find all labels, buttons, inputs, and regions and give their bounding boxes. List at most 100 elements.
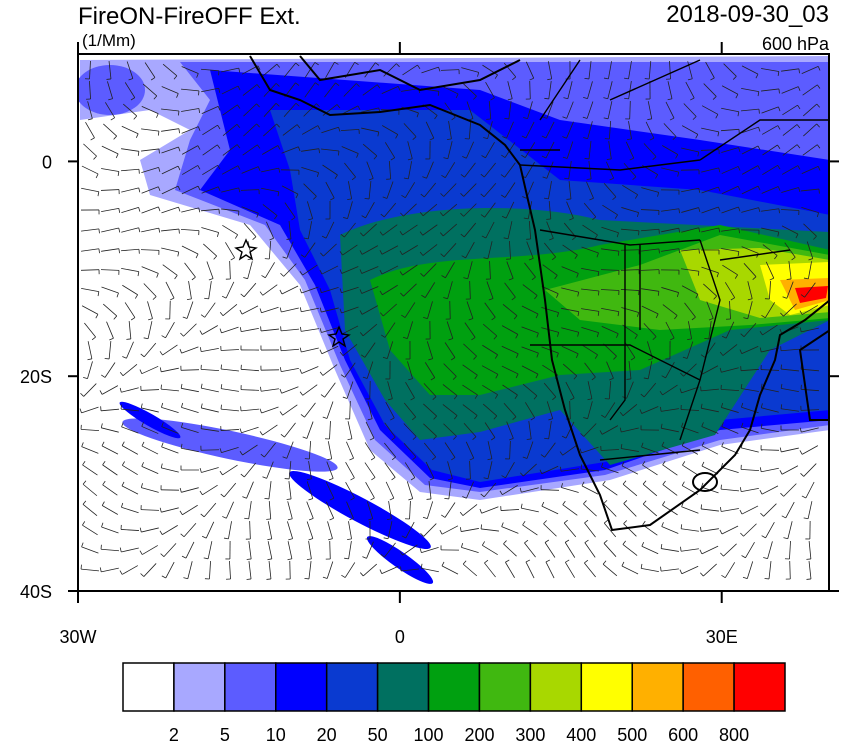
- wind-barb: [410, 397, 415, 401]
- wind-barb: [342, 396, 348, 399]
- wind-barb: [441, 565, 459, 575]
- wind-barb: [341, 146, 359, 154]
- wind-barb: [625, 141, 635, 159]
- wind-barb: [256, 213, 259, 218]
- wind-barb: [101, 526, 119, 534]
- wind-barb: [80, 392, 84, 397]
- wind-barb: [504, 162, 516, 178]
- wind-barb: [637, 312, 640, 317]
- wind-barb: [743, 263, 757, 277]
- wind-barb: [147, 321, 153, 339]
- wind-barb: [686, 341, 694, 359]
- wind-barb: [300, 254, 306, 258]
- wind-barb: [322, 416, 328, 419]
- wind-barb: [697, 271, 700, 276]
- wind-barb: [274, 215, 278, 220]
- wind-barb: [153, 95, 158, 100]
- wind-barb: [95, 314, 99, 319]
- wind-barb: [622, 403, 638, 417]
- wind-barb: [721, 185, 739, 195]
- wind-barb: [494, 354, 498, 359]
- wind-barb: [529, 80, 531, 100]
- wind-barb: [256, 123, 260, 128]
- wind-barb: [708, 318, 714, 321]
- wind-barb: [443, 157, 448, 160]
- wind-barb: [142, 545, 158, 555]
- wind-barb: [201, 186, 219, 194]
- wind-barb: [602, 480, 606, 486]
- wind-barb: [701, 482, 704, 488]
- wind-barb: [246, 558, 252, 560]
- wind-barb: [777, 165, 781, 170]
- wind-barb: [141, 148, 159, 152]
- wind-barb: [451, 457, 456, 461]
- wind-barb: [121, 187, 139, 193]
- wind-barb: [188, 281, 192, 299]
- wind-barb: [328, 538, 333, 541]
- wind-barb: [781, 86, 799, 94]
- wind-barb: [721, 228, 739, 232]
- wind-barb: [525, 559, 531, 563]
- wind-barb: [216, 232, 220, 237]
- wind-barb: [461, 255, 466, 259]
- wind-barb: [541, 501, 545, 507]
- colorbar-label: 300: [515, 725, 545, 745]
- wind-barb: [440, 69, 460, 71]
- wind-barb: [186, 301, 194, 319]
- wind-barb: [260, 453, 265, 458]
- wind-barb: [140, 249, 160, 251]
- wind-barb: [515, 334, 519, 339]
- wind-barb: [161, 185, 179, 195]
- wind-barb: [109, 337, 114, 341]
- wind-barb: [287, 518, 293, 521]
- wind-barb: [760, 423, 763, 429]
- wind-barb: [319, 269, 323, 275]
- wind-barb: [797, 86, 801, 91]
- wind-barb: [720, 128, 740, 132]
- wind-barb: [783, 303, 797, 317]
- wind-barb: [121, 426, 139, 434]
- wind-barb: [808, 561, 812, 579]
- wind-barb: [721, 206, 739, 214]
- wind-barb: [487, 441, 493, 459]
- wind-barb: [747, 301, 753, 319]
- wind-barb: [803, 123, 817, 137]
- wind-barb: [762, 164, 778, 176]
- wind-barb: [184, 262, 196, 278]
- wind-barb: [699, 549, 703, 555]
- wind-barb: [816, 212, 819, 218]
- wind-barb: [648, 358, 653, 361]
- wind-barb: [738, 206, 741, 212]
- wind-barb: [299, 271, 303, 276]
- wind-barb: [100, 548, 120, 552]
- wind-barb: [762, 324, 778, 336]
- wind-barb: [213, 255, 217, 260]
- wind-barb: [409, 500, 411, 520]
- wind-barb: [672, 136, 677, 140]
- wind-barb: [159, 507, 162, 513]
- wind-barb: [447, 461, 453, 479]
- wind-barb: [719, 506, 722, 512]
- wind-barb: [566, 141, 574, 159]
- wind-barb: [716, 272, 719, 278]
- wind-barb: [581, 288, 599, 292]
- wind-barb: [148, 318, 153, 321]
- wind-barb: [584, 559, 589, 564]
- wind-barb: [501, 365, 519, 375]
- wind-barb: [246, 481, 254, 499]
- wind-barb: [141, 462, 144, 467]
- wind-barb: [446, 321, 454, 339]
- wind-barb: [561, 287, 579, 293]
- wind-barb: [767, 541, 773, 559]
- wind-barb: [441, 275, 446, 279]
- wind-barb: [221, 368, 239, 372]
- wind-barb: [359, 250, 363, 255]
- wind-barb: [539, 469, 543, 474]
- wind-barb: [303, 103, 317, 117]
- wind-barb: [181, 88, 199, 92]
- wind-barb: [347, 201, 353, 219]
- wind-barb: [425, 121, 435, 139]
- wind-barb: [201, 428, 219, 432]
- wind-barb: [81, 288, 99, 292]
